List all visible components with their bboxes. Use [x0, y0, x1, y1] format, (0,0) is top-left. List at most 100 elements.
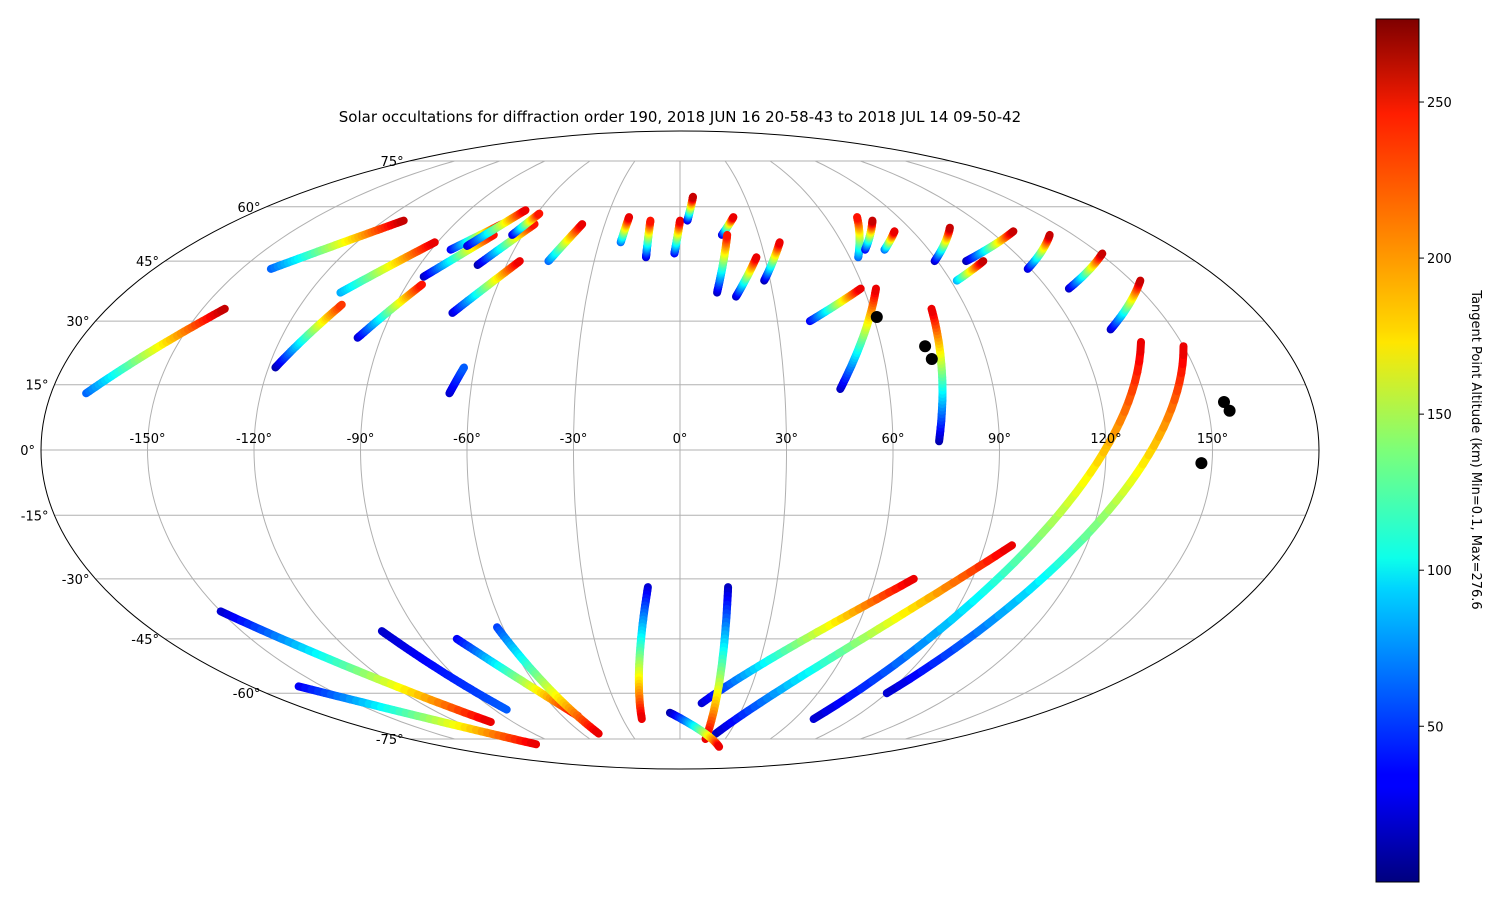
occultation-tracks [82, 192, 1188, 751]
occultation-track [544, 220, 587, 266]
graticule-grid [41, 160, 1319, 740]
track-segment [1097, 249, 1107, 259]
colorbar-tick-label: 250 [1427, 96, 1452, 111]
track-segment [336, 300, 346, 311]
occultation-track [701, 583, 733, 743]
occultation-track [266, 216, 408, 273]
lat-label: -60° [233, 687, 261, 702]
lat-label: -45° [131, 633, 159, 648]
lat-label: -15° [21, 509, 49, 524]
meridian-150 [905, 160, 1214, 740]
lon-label: 30° [775, 432, 798, 447]
occultation-track [711, 541, 1016, 738]
lat-label: 60° [237, 201, 260, 216]
track-segment [927, 304, 937, 316]
track-segment [480, 715, 495, 726]
occultation-track [713, 230, 732, 297]
occultation-track [805, 284, 865, 326]
occultation-track [82, 304, 229, 398]
occultation-track [760, 238, 784, 285]
occultation-track [473, 220, 539, 269]
occultation-marker [1195, 457, 1208, 470]
colorbar-label: Tangent Point Altitude (km) Min=0.1, Max… [1468, 289, 1483, 609]
lon-label: 0° [673, 432, 688, 447]
occultation-markers [870, 311, 1236, 470]
lon-label: -150° [129, 432, 165, 447]
colorbar-tick-label: 200 [1427, 252, 1452, 267]
meridian-60 [769, 160, 894, 740]
track-segment [855, 284, 865, 294]
occultation-track [882, 342, 1188, 698]
track-segment [529, 220, 539, 230]
lon-label: -60° [453, 432, 481, 447]
longitude-labels: -150° -120° -90° -60° -30° 0° 30° 60° 90° 120° 150… [129, 432, 1228, 447]
chart-title: Solar occultations for diffraction order… [339, 108, 1021, 126]
lat-label: 30° [66, 315, 89, 330]
track-segment [999, 541, 1016, 555]
track-segment [499, 703, 511, 714]
occultation-marker [1218, 396, 1230, 408]
occultation-track [419, 230, 498, 281]
colorbar-tick-label: 100 [1427, 564, 1452, 579]
occultation-marker [919, 340, 932, 353]
lon-label: -90° [347, 432, 375, 447]
meridian-90 [814, 160, 1001, 740]
occultation-track [216, 607, 495, 726]
occultation-track [880, 227, 899, 254]
track-segment [903, 574, 918, 587]
meridian--150 [146, 160, 455, 740]
occultation-track [732, 253, 761, 301]
occultation-track [634, 583, 652, 723]
occultation-track [697, 574, 918, 708]
meridian--120 [253, 160, 500, 740]
occultation-track [642, 216, 655, 262]
colorbar-tick-label: 50 [1427, 720, 1444, 735]
track-segment [577, 220, 587, 229]
occultation-track [861, 216, 877, 254]
track-segment [534, 209, 544, 219]
occultation-track [962, 227, 1018, 266]
latitude-labels: 75° 60° 45° 30° 15° 0° -15° -30° -45° -60° -75° [20, 155, 403, 748]
track-segment [217, 304, 229, 315]
track-segment [396, 216, 408, 226]
occultation-track [448, 257, 524, 317]
occultation-marker [1223, 404, 1236, 417]
track-segment [514, 257, 524, 267]
occultation-track [683, 192, 697, 225]
meridian--30 [573, 160, 636, 740]
meridian-30 [724, 160, 787, 740]
track-segment [416, 280, 426, 290]
occultation-marker [870, 311, 883, 323]
occultation-marker [925, 353, 938, 365]
lat-label: 0° [20, 444, 35, 459]
colorbar-gradient [1375, 18, 1420, 883]
track-segment [714, 742, 724, 751]
occultation-track [616, 213, 634, 247]
colorbar-ticks: 50 100 150 200 250 [1419, 96, 1452, 735]
occultation-track [717, 213, 738, 239]
track-segment [1136, 338, 1145, 356]
track-segment [978, 257, 988, 266]
occultation-track [1064, 249, 1107, 293]
occultation-track [670, 216, 684, 258]
colorbar: 50 100 150 200 250 Tangent Point Altitude (k… [1375, 18, 1483, 883]
track-segment [526, 739, 541, 749]
lon-label: 150° [1197, 432, 1228, 447]
lon-label: 60° [881, 432, 904, 447]
lon-label: 90° [988, 432, 1011, 447]
lon-label: -120° [236, 432, 272, 447]
lat-label: 75° [381, 155, 404, 170]
track-segment [520, 206, 530, 216]
lat-label: 45° [136, 255, 159, 270]
occultation-track [836, 284, 880, 393]
track-segment [428, 238, 439, 248]
occultation-track [952, 257, 988, 285]
lat-label: 15° [25, 379, 48, 394]
occultation-track [1106, 276, 1145, 334]
track-segment [1008, 227, 1018, 236]
occultation-track [271, 300, 346, 372]
occultation-track [336, 238, 439, 297]
track-segment [591, 727, 603, 738]
occultation-track [508, 209, 544, 239]
